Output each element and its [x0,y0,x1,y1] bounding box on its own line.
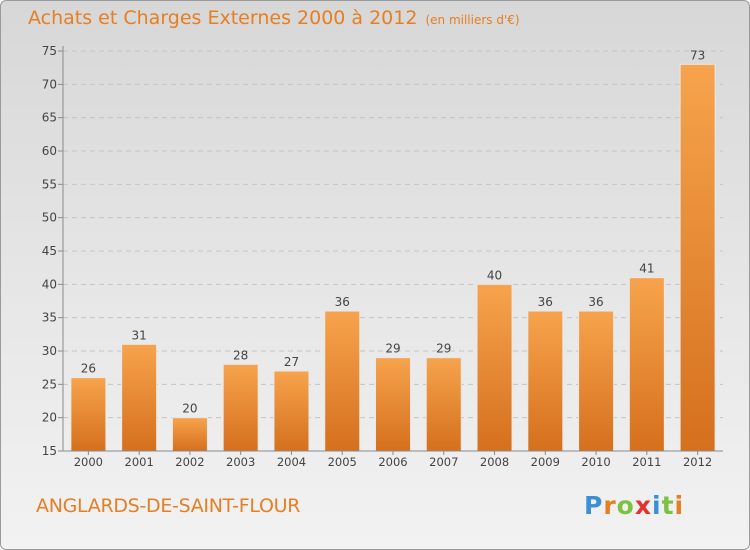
x-tick-label: 2008 [480,455,509,469]
bar-value-label: 36 [588,295,603,309]
x-tick-label: 2007 [429,455,458,469]
bar-value-label: 20 [182,402,197,416]
bar [628,277,665,452]
x-tick-label: 2006 [378,455,407,469]
y-tick-label: 55 [42,177,57,191]
bar [324,310,361,452]
logo-letter: t [661,491,675,520]
x-tick-label: 2010 [581,455,610,469]
bar [476,283,513,452]
bar-value-label: 36 [335,295,350,309]
bar-value-label: 36 [538,295,553,309]
chart-title: Achats et Charges Externes 2000 à 2012 (e… [28,7,520,29]
bar [121,343,158,452]
y-tick-label: 15 [42,444,57,458]
bar-value-label: 26 [81,362,96,376]
bar [273,370,310,452]
x-tick-label: 2011 [632,455,661,469]
y-tick-label: 75 [42,44,57,58]
bar-value-label: 40 [487,268,502,282]
x-tick-label: 2003 [226,455,255,469]
x-tick-label: 2002 [175,455,204,469]
logo-letter: P [584,491,604,520]
bar-value-label: 27 [284,355,299,369]
bar [171,417,208,452]
bar [222,363,259,452]
y-tick-label: 45 [42,244,57,258]
x-tick-label: 2004 [277,455,306,469]
x-tick-label: 2009 [531,455,560,469]
x-tick-label: 2005 [328,455,357,469]
y-tick-labels: 15 20 25 30 35 40 45 50 55 60 65 70 75 [42,44,63,458]
bar [70,377,107,452]
bar-value-label: 73 [690,48,705,62]
y-tick-label: 20 [42,411,57,425]
x-tick-labels: 2000 2001 2002 2003 2004 2005 2006 2007 2008 2009… [74,451,712,469]
y-tick-label: 30 [42,344,57,358]
bar-value-label: 31 [132,328,147,342]
logo-letter: r [603,491,617,520]
proxiti-logo: Proxiti [584,491,684,520]
logo-letter: o [616,491,635,520]
location-name: ANGLARDS-DE-SAINT-FLOUR [36,495,301,517]
title-text: Achats et Charges Externes 2000 à 2012 [28,7,418,29]
bar [527,310,564,452]
y-tick-label: 40 [42,277,57,291]
logo-letter: i [652,491,662,520]
y-tick-label: 60 [42,144,57,158]
bar [578,310,615,452]
bar-value-label: 41 [639,262,654,276]
x-tick-label: 2000 [74,455,103,469]
bar [375,357,411,452]
bar-value-label: 28 [233,348,248,362]
bars: 26 31 20 28 27 36 29 29 40 36 36 41 73 [70,48,716,452]
y-tick-label: 65 [42,111,57,125]
bar [679,63,716,452]
logo-letter: x [634,491,652,520]
x-tick-label: 2012 [683,455,712,469]
title-unit: (en milliers d'€) [425,13,520,27]
x-tick-label: 2001 [125,455,154,469]
y-tick-label: 25 [42,377,57,391]
y-tick-label: 50 [42,211,57,225]
bar [425,357,462,452]
bar-value-label: 29 [436,342,451,356]
logo-letter: i [674,491,685,520]
y-tick-label: 35 [42,311,57,325]
bar-value-label: 29 [385,342,400,356]
y-tick-label: 70 [42,77,57,91]
